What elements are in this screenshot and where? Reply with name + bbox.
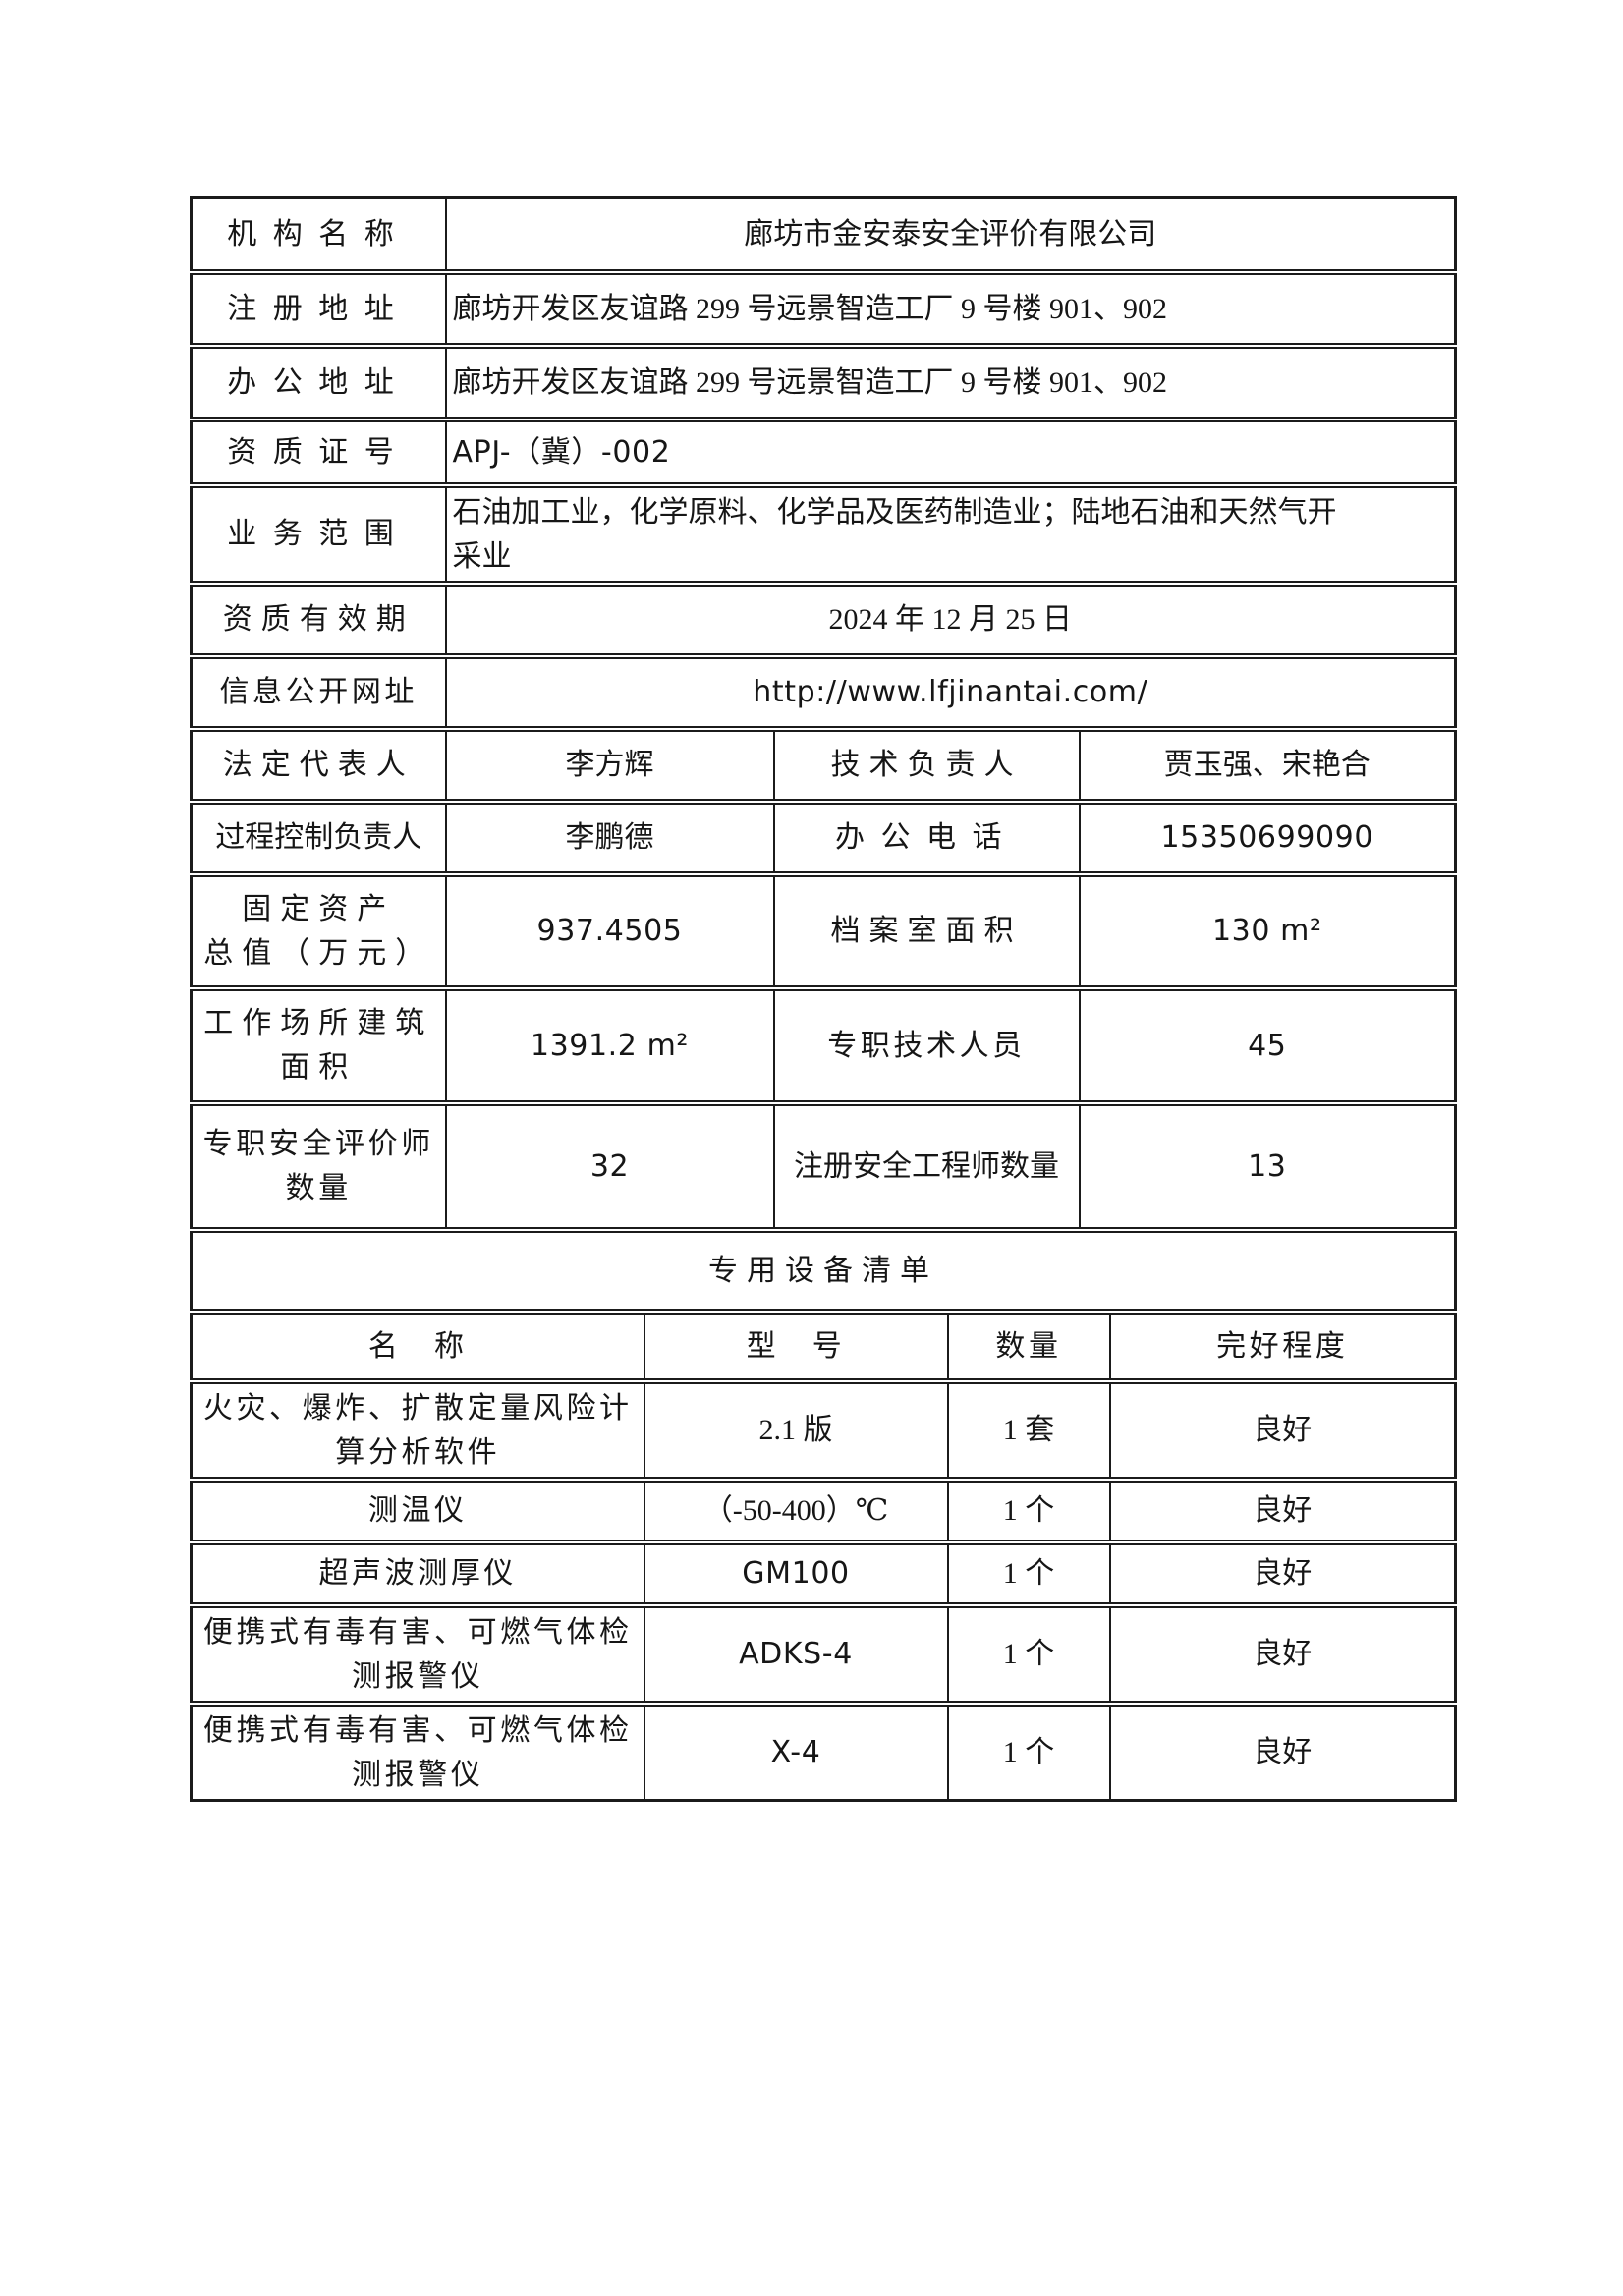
value-cert-validity: 2024 年 12 月 25 日 (444, 580, 1457, 657)
equipment-model: 2.1 版 (643, 1377, 949, 1481)
value-business-scope: 石油加工业，化学原料、化学品及医药制造业；陆地石油和天然气开 采业 (444, 481, 1457, 585)
value-archive-room-area: 130 m² (1078, 870, 1457, 989)
equipment-row: 超声波测厚仪 GM100 1 个 良好 (190, 1539, 1457, 1606)
equipment-condition: 良好 (1108, 1377, 1457, 1481)
equipment-header-name: 名 称 (190, 1308, 645, 1382)
label-registered-address: 注册地址 (190, 268, 447, 347)
value-office-address: 廊坊开发区友谊路 299 号远景智造工厂 9 号楼 901、902 (444, 342, 1457, 420)
value-office-phone: 15350699090 (1078, 798, 1457, 875)
table-row: 业务范围 石油加工业，化学原料、化学品及医药制造业；陆地石油和天然气开 采业 (190, 481, 1457, 585)
equipment-section-title: 专用设备清单 (190, 1226, 1457, 1313)
equipment-qty: 1 个 (946, 1601, 1111, 1705)
value-org-name: 廊坊市金安泰安全评价有限公司 (444, 196, 1457, 273)
label-archive-room-area: 档案室面积 (772, 870, 1081, 989)
equipment-row: 测温仪 （-50-400）℃ 1 个 良好 (190, 1476, 1457, 1543)
value-process-control-lead: 李鹏德 (444, 798, 775, 875)
value-safety-assessor-count: 32 (444, 1099, 775, 1231)
equipment-name: 便携式有毒有害、可燃气体检 测报警仪 (190, 1700, 645, 1801)
label-technical-lead: 技术负责人 (772, 725, 1081, 803)
value-fixed-assets: 937.4505 (444, 870, 775, 989)
label-safety-assessor-count: 专职安全评价师 数量 (190, 1099, 447, 1231)
equipment-header-row: 名 称 型 号 数量 完好程度 (190, 1308, 1457, 1382)
equipment-qty: 1 个 (946, 1539, 1111, 1606)
table-row: 过程控制负责人 李鹏德 办公电话 15350699090 (190, 798, 1457, 875)
table-row: 机构名称 廊坊市金安泰安全评价有限公司 (190, 196, 1457, 273)
label-business-scope: 业务范围 (190, 481, 447, 585)
value-cert-no: APJ-（冀）-002 (444, 416, 1457, 486)
label-workplace-area: 工作场所建筑 面积 (190, 984, 447, 1104)
equipment-qty: 1 个 (946, 1476, 1111, 1543)
equipment-row: 火灾、爆炸、扩散定量风险计 算分析软件 2.1 版 1 套 良好 (190, 1377, 1457, 1481)
equipment-model: X-4 (643, 1700, 949, 1801)
label-process-control-lead: 过程控制负责人 (190, 798, 447, 875)
equipment-qty: 1 套 (946, 1377, 1111, 1481)
label-office-phone: 办公电话 (772, 798, 1081, 875)
label-cert-validity: 资质有效期 (190, 580, 447, 657)
table-row: 资质证号 APJ-（冀）-002 (190, 416, 1457, 486)
table-row: 固定资产 总值（万元） 937.4505 档案室面积 130 m² (190, 870, 1457, 989)
equipment-header-condition: 完好程度 (1108, 1308, 1457, 1382)
equipment-name: 火灾、爆炸、扩散定量风险计 算分析软件 (190, 1377, 645, 1481)
label-org-name: 机构名称 (190, 196, 447, 273)
table-row: 注册地址 廊坊开发区友谊路 299 号远景智造工厂 9 号楼 901、902 (190, 268, 1457, 347)
equipment-header-model: 型 号 (643, 1308, 949, 1382)
equipment-model: GM100 (643, 1539, 949, 1606)
table-row: 法定代表人 李方辉 技术负责人 贾玉强、宋艳合 (190, 725, 1457, 803)
value-fulltime-tech-staff: 45 (1078, 984, 1457, 1104)
equipment-name: 超声波测厚仪 (190, 1539, 645, 1606)
value-info-website: http://www.lfjinantai.com/ (444, 652, 1457, 730)
table-row: 资质有效期 2024 年 12 月 25 日 (190, 580, 1457, 657)
equipment-condition: 良好 (1108, 1476, 1457, 1543)
label-cert-no: 资质证号 (190, 416, 447, 486)
label-office-address: 办公地址 (190, 342, 447, 420)
label-fixed-assets: 固定资产 总值（万元） (190, 870, 447, 989)
table-row: 专用设备清单 (190, 1226, 1457, 1313)
equipment-name: 便携式有毒有害、可燃气体检 测报警仪 (190, 1601, 645, 1705)
value-safety-engineer-count: 13 (1078, 1099, 1457, 1231)
table-row: 办公地址 廊坊开发区友谊路 299 号远景智造工厂 9 号楼 901、902 (190, 342, 1457, 420)
equipment-qty: 1 个 (946, 1700, 1111, 1801)
value-workplace-area: 1391.2 m² (444, 984, 775, 1104)
value-legal-representative: 李方辉 (444, 725, 775, 803)
equipment-row: 便携式有毒有害、可燃气体检 测报警仪 X-4 1 个 良好 (190, 1700, 1457, 1801)
label-fulltime-tech-staff: 专职技术人员 (772, 984, 1081, 1104)
label-safety-engineer-count: 注册安全工程师数量 (772, 1099, 1081, 1231)
value-registered-address: 廊坊开发区友谊路 299 号远景智造工厂 9 号楼 901、902 (444, 268, 1457, 347)
equipment-condition: 良好 (1108, 1601, 1457, 1705)
equipment-row: 便携式有毒有害、可燃气体检 测报警仪 ADKS-4 1 个 良好 (190, 1601, 1457, 1705)
equipment-header-qty: 数量 (946, 1308, 1111, 1382)
table-row: 专职安全评价师 数量 32 注册安全工程师数量 13 (190, 1099, 1457, 1231)
label-legal-representative: 法定代表人 (190, 725, 447, 803)
equipment-model: （-50-400）℃ (643, 1476, 949, 1543)
equipment-model: ADKS-4 (643, 1601, 949, 1705)
equipment-condition: 良好 (1108, 1700, 1457, 1801)
equipment-condition: 良好 (1108, 1539, 1457, 1606)
equipment-name: 测温仪 (190, 1476, 645, 1543)
value-technical-lead: 贾玉强、宋艳合 (1078, 725, 1457, 803)
table-row: 信息公开网址 http://www.lfjinantai.com/ (190, 652, 1457, 730)
label-info-website: 信息公开网址 (190, 652, 447, 730)
table-row: 工作场所建筑 面积 1391.2 m² 专职技术人员 45 (190, 984, 1457, 1104)
org-info-table: 机构名称 廊坊市金安泰安全评价有限公司 注册地址 廊坊开发区友谊路 299 号远… (190, 196, 1458, 1802)
